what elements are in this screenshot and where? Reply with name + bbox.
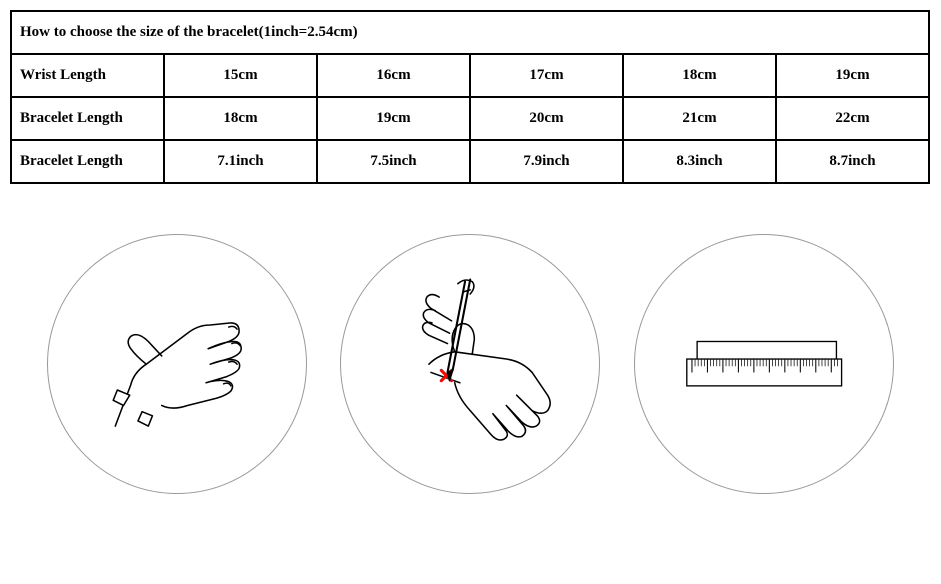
table-row: Bracelet Length 18cm 19cm 20cm 21cm 22cm [11, 97, 929, 140]
row-label: Bracelet Length [11, 97, 164, 140]
table-cell: 18cm [623, 54, 776, 97]
table-cell: 7.5inch [317, 140, 470, 183]
table-cell: 7.1inch [164, 140, 317, 183]
bracelet-size-table: How to choose the size of the bracelet(1… [10, 10, 930, 184]
table-cell: 16cm [317, 54, 470, 97]
table-cell: 22cm [776, 97, 929, 140]
table-cell: 7.9inch [470, 140, 623, 183]
step2-mark-wrist-icon [340, 234, 600, 494]
table-cell: 20cm [470, 97, 623, 140]
table-title: How to choose the size of the bracelet(1… [11, 11, 929, 54]
table-cell: 19cm [776, 54, 929, 97]
table-cell: 8.7inch [776, 140, 929, 183]
illustration-row [10, 234, 931, 494]
table-cell: 17cm [470, 54, 623, 97]
step3-ruler-icon [634, 234, 894, 494]
row-label: Bracelet Length [11, 140, 164, 183]
table-cell: 8.3inch [623, 140, 776, 183]
table-cell: 15cm [164, 54, 317, 97]
table-row: Bracelet Length 7.1inch 7.5inch 7.9inch … [11, 140, 929, 183]
row-label: Wrist Length [11, 54, 164, 97]
table-cell: 18cm [164, 97, 317, 140]
step1-hand-tape-icon [47, 234, 307, 494]
table-cell: 21cm [623, 97, 776, 140]
table-cell: 19cm [317, 97, 470, 140]
table-row: Wrist Length 15cm 16cm 17cm 18cm 19cm [11, 54, 929, 97]
